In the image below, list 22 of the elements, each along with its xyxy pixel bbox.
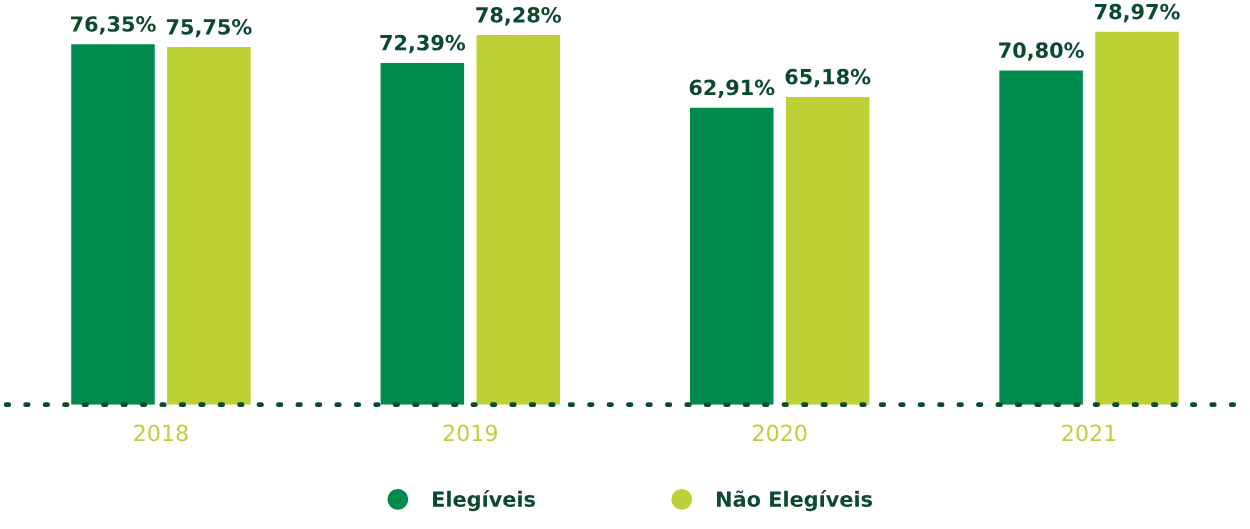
bar: [785, 96, 870, 405]
data-label: 78,28%: [476, 7, 561, 26]
bar: [689, 107, 774, 405]
bar: [1095, 31, 1179, 405]
bar: [999, 70, 1083, 405]
bar: [167, 47, 251, 405]
x-tick-label: 2020: [753, 424, 807, 442]
data-label: 72,39%: [380, 34, 466, 54]
data-label: 62,91%: [689, 79, 775, 98]
legend-label: Elegíveis: [433, 489, 535, 512]
data-label: 78,97%: [1095, 3, 1180, 23]
bar: [476, 35, 561, 405]
data-label: 65,18%: [785, 68, 871, 88]
bar: [71, 44, 155, 405]
legend-label: Não Elegíveis: [717, 489, 873, 512]
data-label: 76,35%: [70, 16, 156, 35]
x-tick-label: 2021: [1062, 424, 1116, 442]
data-label: 75,75%: [166, 18, 252, 38]
bar: [380, 62, 465, 405]
x-tick-label: 2018: [134, 424, 188, 442]
x-tick-label: 2019: [443, 424, 498, 442]
data-label: 70,80%: [999, 42, 1084, 61]
